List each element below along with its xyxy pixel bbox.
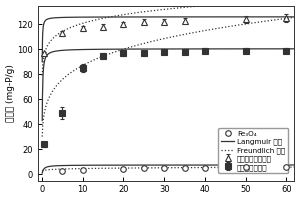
Line: Fe₃O₄: Fe₃O₄ [60, 164, 289, 173]
Fe₃O₄ [284, 166, 288, 168]
Fe₃O₄ [162, 167, 166, 169]
Y-axis label: 吸附量 (mg-P/g): 吸附量 (mg-P/g) [6, 64, 15, 122]
Fe₃O₄ [61, 169, 64, 172]
Fe₃O₄ [81, 168, 85, 171]
Fe₃O₄ [203, 167, 207, 169]
Legend: Fe₃O₄, Langmuir 拟合, Freundlich 拟合, 非磁性水合碳酸鈔, 磁性水合碳酸鈔: Fe₃O₄, Langmuir 拟合, Freundlich 拟合, 非磁性水合… [218, 128, 288, 173]
Fe₃O₄ [142, 167, 146, 170]
Fe₃O₄ [183, 167, 186, 169]
Fe₃O₄ [122, 168, 125, 170]
Fe₃O₄ [244, 166, 247, 169]
